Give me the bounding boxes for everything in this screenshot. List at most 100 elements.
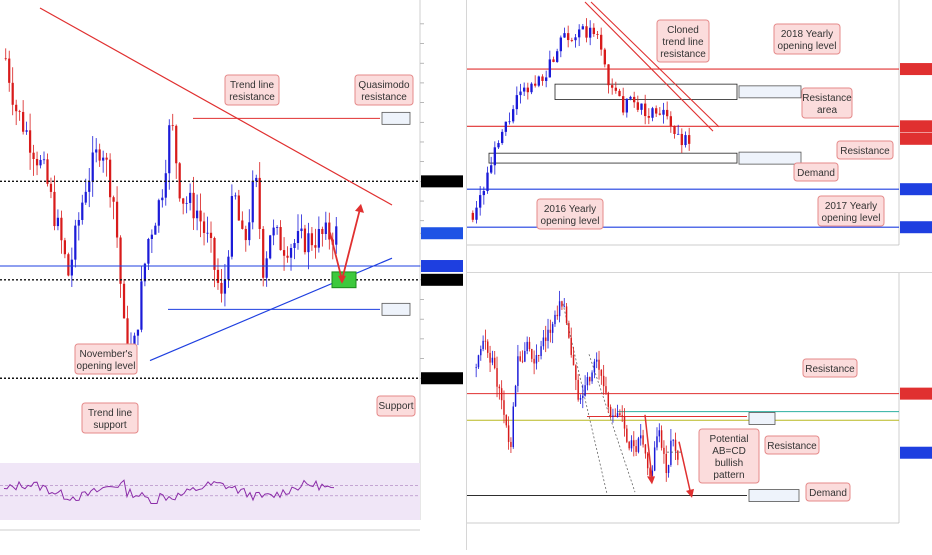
quasimodo-value-box: [381, 111, 411, 125]
price-tag-daily-tag: [900, 387, 932, 400]
candle-240: [189, 192, 192, 203]
chart-euro-usd-1d[interactable]: Resistance Resistance Potential AB=CD bullis…: [467, 273, 932, 550]
callout-cloned-text: trend line: [662, 37, 704, 48]
callout-quasimodo-text: Quasimodo: [358, 80, 410, 91]
candle-weekly: [676, 133, 680, 135]
candle-240: [4, 58, 7, 60]
callout-resistance-daily-top-box: [802, 358, 858, 378]
candle-240: [11, 82, 14, 105]
candle-weekly: [489, 165, 493, 173]
callout-quasimodo-text: resistance: [361, 92, 407, 103]
candle-daily: [505, 414, 508, 426]
callout-november-text: opening level: [77, 361, 136, 372]
candle-daily: [658, 430, 661, 437]
candle-daily: [484, 340, 487, 342]
candle-daily: [612, 415, 614, 417]
candle-daily: [623, 416, 626, 429]
candle-240: [112, 197, 115, 202]
chart-euro-usd-1w[interactable]: Cloned trend line resistance 2018 Yearly ope…: [467, 0, 932, 273]
price-tag-daily-tag: [900, 446, 932, 459]
candle-240: [227, 256, 230, 280]
callout-abcd-box: [698, 428, 760, 484]
candle-240: [279, 227, 282, 251]
candle-daily: [512, 406, 514, 447]
candle-daily: [614, 415, 616, 417]
candle-daily: [549, 329, 552, 333]
candle-240: [195, 210, 199, 219]
candle-daily: [510, 441, 512, 447]
candle-240: [63, 240, 66, 255]
trend-line-resistance: [39, 7, 393, 206]
candle-weekly: [680, 133, 684, 146]
candle-240: [136, 329, 140, 336]
candle-240: [300, 228, 303, 232]
abcd-projection-2: [678, 441, 692, 496]
callout-demand-daily-text: Demand: [809, 488, 847, 499]
candle-240: [95, 149, 98, 153]
candle-weekly: [592, 27, 596, 35]
callout-abcd-text: bullish: [715, 458, 743, 469]
candle-daily: [642, 435, 644, 445]
candle-weekly: [629, 96, 632, 99]
candle-240: [335, 226, 338, 245]
price-tag-weekly-tag: [900, 221, 932, 234]
candle-weekly: [519, 91, 522, 96]
candle-weekly: [581, 26, 585, 30]
candle-weekly: [574, 37, 577, 41]
candle-240: [175, 125, 178, 164]
candle-weekly: [570, 40, 574, 41]
callout-trend-support-box: [81, 402, 139, 434]
candle-240: [286, 255, 289, 258]
candle-daily: [489, 352, 491, 363]
candle-240: [133, 335, 136, 348]
candle-daily: [487, 341, 489, 353]
candle-weekly: [673, 125, 676, 134]
candle-daily: [644, 444, 647, 454]
candle-weekly: [610, 85, 614, 88]
candle-240: [265, 258, 268, 278]
candle-weekly: [588, 27, 592, 38]
candle-weekly: [603, 49, 607, 65]
callout-abcd-text: Potential: [710, 434, 749, 445]
candle-weekly: [548, 59, 552, 78]
arrow-down-icon: [647, 476, 655, 485]
resistance-area-zone: [554, 83, 738, 100]
projection-path: [329, 208, 361, 281]
candle-weekly: [647, 116, 651, 118]
candle-daily: [619, 413, 621, 416]
candle-weekly: [636, 102, 640, 110]
callout-trend-support-text: support: [93, 420, 127, 431]
candle-daily: [575, 365, 577, 380]
candle-daily: [665, 453, 667, 474]
candle-240: [164, 173, 167, 198]
candle-daily: [570, 337, 572, 355]
candle-weekly: [497, 143, 500, 148]
price-tag-weekly-tag: [900, 183, 932, 196]
arrow-down-icon: [338, 275, 346, 284]
price-tag-weekly-tag: [900, 63, 932, 76]
candle-240: [119, 237, 122, 284]
candle-240: [234, 195, 237, 197]
price-tag-240-tag: [421, 227, 463, 240]
callout-quasimodo-box: [354, 74, 414, 106]
callout-trend-resistance-box: [224, 74, 280, 106]
callout-trend-support-text: Trend line: [88, 408, 133, 419]
candle-weekly: [486, 172, 489, 192]
candle-240: [244, 228, 247, 241]
trend-line-resistance-weekly: [590, 1, 720, 128]
callout-2018-yearly-box: [773, 23, 841, 55]
candle-240: [77, 219, 80, 226]
candle-weekly: [669, 116, 673, 126]
candle-240: [182, 198, 185, 204]
callout-november-text: November's: [79, 349, 132, 360]
candle-daily: [660, 430, 663, 448]
candle-weekly: [563, 33, 566, 38]
candle-daily: [670, 440, 672, 465]
chart-euro-usd-240[interactable]: Trend line resistance Quasimodo resistance N…: [0, 0, 467, 550]
cloned-trend-line: [584, 1, 714, 132]
candle-daily: [630, 440, 633, 449]
candle-weekly: [596, 34, 599, 35]
candle-daily: [582, 395, 584, 398]
resistance-area-value-box: [738, 85, 802, 99]
